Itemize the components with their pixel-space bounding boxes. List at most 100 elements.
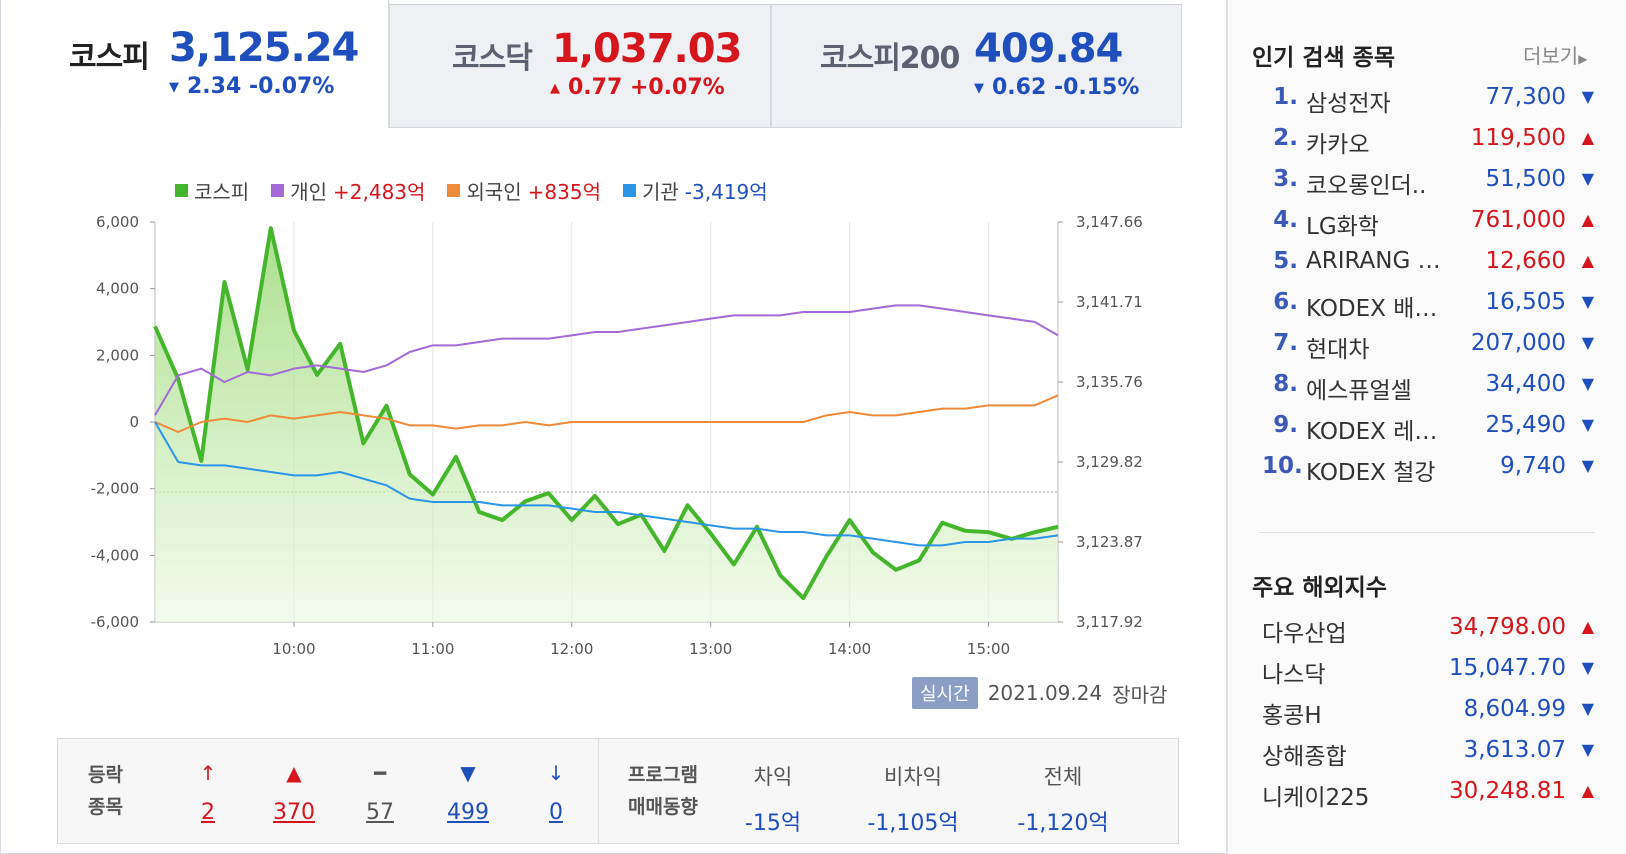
rank-number: 4. (1273, 207, 1298, 233)
legend-item-individual[interactable]: 개인 +2,483억 (271, 176, 425, 205)
stock-price: 34,400 (1485, 371, 1566, 397)
index-name[interactable]: 다우산업 (1262, 621, 1347, 647)
popular-stock-row[interactable]: 10. KODEX 철강 9,740 ▼ (1262, 453, 1602, 486)
market-breadth-box: 등락 종목 ↑ 2 ▲ 370 ━ 57 ▼ 499 ↓ 0 프로그램 매매동향 차익 -15억 … (57, 738, 1179, 844)
breadth-count[interactable]: 499 (447, 800, 489, 825)
world-index-row[interactable]: 상해종합 3,613.07 ▼ (1262, 737, 1602, 770)
rank-number: 5. (1273, 248, 1298, 274)
index-name[interactable]: 상해종합 (1262, 744, 1347, 770)
popular-stock-row[interactable]: 4. LG화학 761,000 ▲ (1262, 207, 1602, 240)
y-tick-label: -2,000 (91, 480, 139, 498)
index-name[interactable]: 나스닥 (1262, 662, 1326, 688)
stock-name[interactable]: ARIRANG … (1306, 248, 1441, 274)
rank-number: 10. (1262, 453, 1303, 479)
up-arrow-icon: ▲ (1581, 251, 1594, 270)
down-arrow-icon: ▼ (1581, 456, 1594, 475)
tab-kosdaq[interactable]: 코스닥 1,037.03 ▲ 0.77 +0.07% (389, 4, 771, 128)
rank-number: 3. (1273, 166, 1298, 192)
stock-price: 16,505 (1485, 289, 1566, 315)
realtime-badge[interactable]: 실시간 (912, 677, 978, 709)
chart-legend: 코스피 개인 +2,483억 외국인 +835억 기관 -3,419억 (175, 176, 768, 205)
stock-name[interactable]: 카카오 (1306, 132, 1370, 158)
stock-name[interactable]: 현대차 (1306, 337, 1370, 363)
tab-value: 409.84 (974, 26, 1123, 72)
breadth-label-line: 종목 (88, 796, 123, 818)
legend-swatch (175, 184, 188, 197)
legend-item-kospi[interactable]: 코스피 (175, 176, 249, 205)
tab-name: 코스피 (69, 40, 150, 75)
index-value: 15,047.70 (1448, 655, 1566, 681)
breadth-col[interactable]: ↑ 2 (178, 751, 238, 835)
stock-name[interactable]: 코오롱인더.. (1306, 173, 1427, 199)
stock-name[interactable]: KODEX 배… (1306, 296, 1438, 322)
up-arrow-icon: ▲ (1581, 210, 1594, 229)
world-index-row[interactable]: 홍콩H 8,604.99 ▼ (1262, 696, 1602, 729)
legend-item-foreign[interactable]: 외국인 +835억 (447, 176, 601, 205)
program-value: -1,120억 (1017, 811, 1109, 836)
series-line (154, 421, 1059, 547)
x-tick-label: 13:00 (689, 640, 732, 658)
stock-name[interactable]: 삼성전자 (1306, 91, 1391, 117)
right-sidebar (1227, 0, 1626, 854)
program-label: 프로그램 매매동향 (628, 759, 698, 823)
y-tick-label: -4,000 (91, 546, 139, 564)
program-header: 차익 (753, 765, 793, 789)
program-total: 전체 -1,120억 (998, 761, 1128, 837)
series-line (154, 304, 1059, 416)
breadth-col[interactable]: ━ 57 (350, 751, 410, 835)
popular-stock-row[interactable]: 7. 현대차 207,000 ▼ (1262, 330, 1602, 363)
program-arbitrage: 차익 -15억 (728, 761, 818, 837)
breadth-count[interactable]: 0 (549, 800, 563, 825)
flat-icon: ━ (373, 761, 387, 785)
down-arrow-icon: ▼ (1581, 292, 1594, 311)
world-index-row[interactable]: 니케이225 30,248.81 ▲ (1262, 778, 1602, 811)
stock-name[interactable]: KODEX 레… (1306, 419, 1438, 445)
up-arrow-icon: ▲ (286, 761, 302, 785)
breadth-count[interactable]: 2 (201, 800, 215, 825)
rank-number: 7. (1273, 330, 1298, 356)
y-tick-label: 0 (129, 413, 139, 431)
more-link[interactable]: 더보기▶ (1523, 40, 1587, 69)
tab-kospi200[interactable]: 코스피200 409.84 ▼ 0.62 -0.15% (771, 4, 1182, 128)
legend-item-institution[interactable]: 기관 -3,419억 (622, 176, 768, 205)
popular-stock-row[interactable]: 6. KODEX 배… 16,505 ▼ (1262, 289, 1602, 322)
popular-stock-row[interactable]: 1. 삼성전자 77,300 ▼ (1262, 84, 1602, 117)
y-right-tick-label: 3,129.82 (1076, 453, 1143, 471)
index-name[interactable]: 니케이225 (1262, 785, 1370, 811)
stock-price: 12,660 (1485, 248, 1566, 274)
stock-name[interactable]: KODEX 철강 (1306, 460, 1436, 486)
popular-stock-row[interactable]: 2. 카카오 119,500 ▲ (1262, 125, 1602, 158)
popular-stock-row[interactable]: 5. ARIRANG … 12,660 ▲ (1262, 248, 1602, 278)
rank-number: 9. (1273, 412, 1298, 438)
program-header: 비차익 (884, 765, 942, 789)
tab-kospi[interactable]: 코스피 3,125.24 ▼ 2.34 -0.07% (0, 0, 389, 128)
x-tick-label: 11:00 (411, 640, 454, 658)
stock-name[interactable]: LG화학 (1306, 214, 1379, 240)
index-tabs: 코스피 3,125.24 ▼ 2.34 -0.07% 코스닥 1,037.03 … (0, 0, 1227, 128)
upper-limit-icon: ↑ (199, 761, 217, 785)
legend-swatch (447, 184, 461, 197)
popular-stock-row[interactable]: 8. 에스퓨얼셀 34,400 ▼ (1262, 371, 1602, 404)
world-index-row[interactable]: 나스닥 15,047.70 ▼ (1262, 655, 1602, 688)
stock-name[interactable]: 에스퓨얼셀 (1306, 378, 1412, 404)
program-value: -15억 (744, 811, 802, 836)
tab-change: 0.77 +0.07% (568, 75, 725, 100)
status-state: 장마감 (1112, 682, 1168, 707)
breadth-count[interactable]: 370 (273, 800, 315, 825)
index-name[interactable]: 홍콩H (1262, 703, 1322, 729)
rank-number: 1. (1273, 84, 1298, 110)
index-value: 30,248.81 (1448, 778, 1566, 804)
popular-stock-row[interactable]: 3. 코오롱인더.. 51,500 ▼ (1262, 166, 1602, 199)
program-label-line: 프로그램 (628, 764, 698, 786)
up-arrow-icon: ▲ (1581, 781, 1594, 800)
breadth-col[interactable]: ↓ 0 (526, 751, 586, 835)
intraday-chart[interactable]: 6,000 4,000 2,000 0 -2,000 -4,000 -6,000 3,147.… (0, 200, 1227, 670)
popular-stock-row[interactable]: 9. KODEX 레… 25,490 ▼ (1262, 412, 1602, 445)
down-arrow-icon: ▼ (460, 761, 476, 785)
breadth-col[interactable]: ▲ 370 (264, 751, 324, 835)
breadth-count[interactable]: 57 (366, 800, 394, 825)
rank-number: 8. (1273, 371, 1298, 397)
divider (598, 739, 599, 843)
breadth-col[interactable]: ▼ 499 (438, 751, 498, 835)
world-index-row[interactable]: 다우산업 34,798.00 ▲ (1262, 614, 1602, 647)
